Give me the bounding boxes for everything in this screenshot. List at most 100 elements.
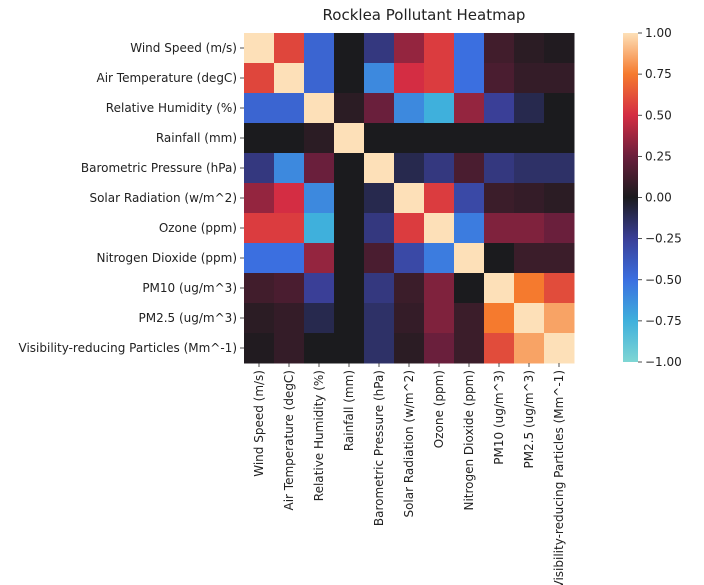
x-tick-label: Barometric Pressure (hPa): [372, 370, 386, 526]
heatmap-cell: [364, 243, 395, 274]
heatmap-cell: [304, 303, 335, 334]
heatmap-cell: [514, 333, 545, 364]
heatmap-cell: [304, 93, 335, 124]
heatmap-cell: [454, 243, 485, 274]
heatmap-cell: [364, 273, 395, 304]
colorbar-tick-label: 0.00: [645, 191, 672, 205]
x-tick-label: PM2.5 (ug/m^3): [522, 370, 536, 469]
heatmap-cell: [244, 93, 275, 124]
heatmap-cell: [334, 153, 365, 184]
heatmap-cell: [364, 303, 395, 334]
colorbar-tick-label: −0.50: [645, 273, 682, 287]
heatmap-cell: [424, 303, 455, 334]
heatmap-cell: [244, 243, 275, 274]
heatmap-cell: [334, 243, 365, 274]
heatmap-cell: [304, 153, 335, 184]
heatmap-cell: [484, 213, 515, 244]
heatmap-cell: [334, 33, 365, 64]
heatmap-cell: [424, 63, 455, 94]
heatmap-cell: [424, 213, 455, 244]
y-tick-label: Solar Radiation (w/m^2): [89, 191, 237, 205]
heatmap-cell: [514, 93, 545, 124]
heatmap-cell: [304, 63, 335, 94]
heatmap-cell: [304, 213, 335, 244]
heatmap-cell: [454, 93, 485, 124]
colorbar-tick-label: 1.00: [645, 26, 672, 40]
heatmap-cell: [274, 213, 305, 244]
heatmap-cell: [454, 123, 485, 154]
heatmap-cell: [424, 243, 455, 274]
colorbar-tick-label: 0.50: [645, 108, 672, 122]
x-tick-label: Air Temperature (degC): [282, 370, 296, 510]
heatmap-cell: [304, 183, 335, 214]
x-tick-label: Wind Speed (m/s): [252, 370, 266, 477]
heatmap-cell: [274, 33, 305, 64]
heatmap-cell: [514, 153, 545, 184]
heatmap-cell: [544, 213, 575, 244]
heatmap-cell: [364, 123, 395, 154]
heatmap-cell: [394, 303, 425, 334]
heatmap-cell: [424, 273, 455, 304]
y-tick-label: Visibility-reducing Particles (Mm^-1): [19, 341, 237, 355]
heatmap-cell: [394, 333, 425, 364]
heatmap-cell: [364, 93, 395, 124]
chart-title: Rocklea Pollutant Heatmap: [323, 6, 526, 24]
y-tick-label: Nitrogen Dioxide (ppm): [96, 251, 237, 265]
heatmap-cell: [544, 93, 575, 124]
heatmap-cell: [454, 63, 485, 94]
heatmap-cell: [244, 183, 275, 214]
heatmap-cell: [394, 153, 425, 184]
x-tick-label: Rainfall (mm): [342, 370, 356, 451]
y-tick-labels: Wind Speed (m/s) Air Temperature (degC) Re…: [19, 41, 244, 355]
heatmap-cell: [544, 123, 575, 154]
heatmap-cell: [424, 183, 455, 214]
heatmap-cell: [274, 303, 305, 334]
heatmap-cell: [544, 63, 575, 94]
heatmap-cell: [334, 63, 365, 94]
heatmap-cell: [364, 153, 395, 184]
heatmap-cell: [334, 273, 365, 304]
heatmap-cell: [514, 63, 545, 94]
heatmap-cell: [484, 153, 515, 184]
heatmap-cell: [454, 333, 485, 364]
y-tick-label: Barometric Pressure (hPa): [81, 161, 237, 175]
colorbar: 1.00 0.75 0.50 0.25 0.00 −0.25 −0.50 −0.75 −1.00: [623, 26, 682, 369]
heatmap-cell: [484, 273, 515, 304]
heatmap-cell: [274, 273, 305, 304]
x-tick-label: Solar Radiation (w/m^2): [402, 370, 416, 518]
heatmap-cell: [484, 183, 515, 214]
heatmap-cell: [484, 63, 515, 94]
heatmap-cell: [514, 303, 545, 334]
heatmap-cell: [244, 333, 275, 364]
x-tick-label: Nitrogen Dioxide (ppm): [462, 370, 476, 511]
heatmap-cell: [514, 123, 545, 154]
colorbar-tick-label: −1.00: [645, 355, 682, 369]
y-tick-label: Wind Speed (m/s): [130, 41, 237, 55]
heatmap-cell: [364, 333, 395, 364]
heatmap-cell: [244, 63, 275, 94]
heatmap-cell: [364, 183, 395, 214]
heatmap-cell: [304, 333, 335, 364]
heatmap-cell: [394, 183, 425, 214]
heatmap-cell: [394, 33, 425, 64]
heatmap-cell: [394, 243, 425, 274]
y-tick-label: PM10 (ug/m^3): [142, 281, 237, 295]
heatmap-cell: [364, 33, 395, 64]
colorbar-tick-label: 0.75: [645, 67, 672, 81]
heatmap-cell: [274, 183, 305, 214]
heatmap-cell: [304, 123, 335, 154]
heatmap-cell: [454, 183, 485, 214]
heatmap-cell: [484, 303, 515, 334]
heatmap-cell: [514, 213, 545, 244]
heatmap-cell: [454, 33, 485, 64]
heatmap-cell: [274, 153, 305, 184]
heatmap-cell: [274, 123, 305, 154]
heatmap-cell: [484, 333, 515, 364]
heatmap-cells: [244, 33, 575, 364]
colorbar-tick-label: 0.25: [645, 149, 672, 163]
heatmap-cell: [484, 123, 515, 154]
heatmap-cell: [274, 63, 305, 94]
heatmap-cell: [514, 273, 545, 304]
heatmap-cell: [544, 33, 575, 64]
